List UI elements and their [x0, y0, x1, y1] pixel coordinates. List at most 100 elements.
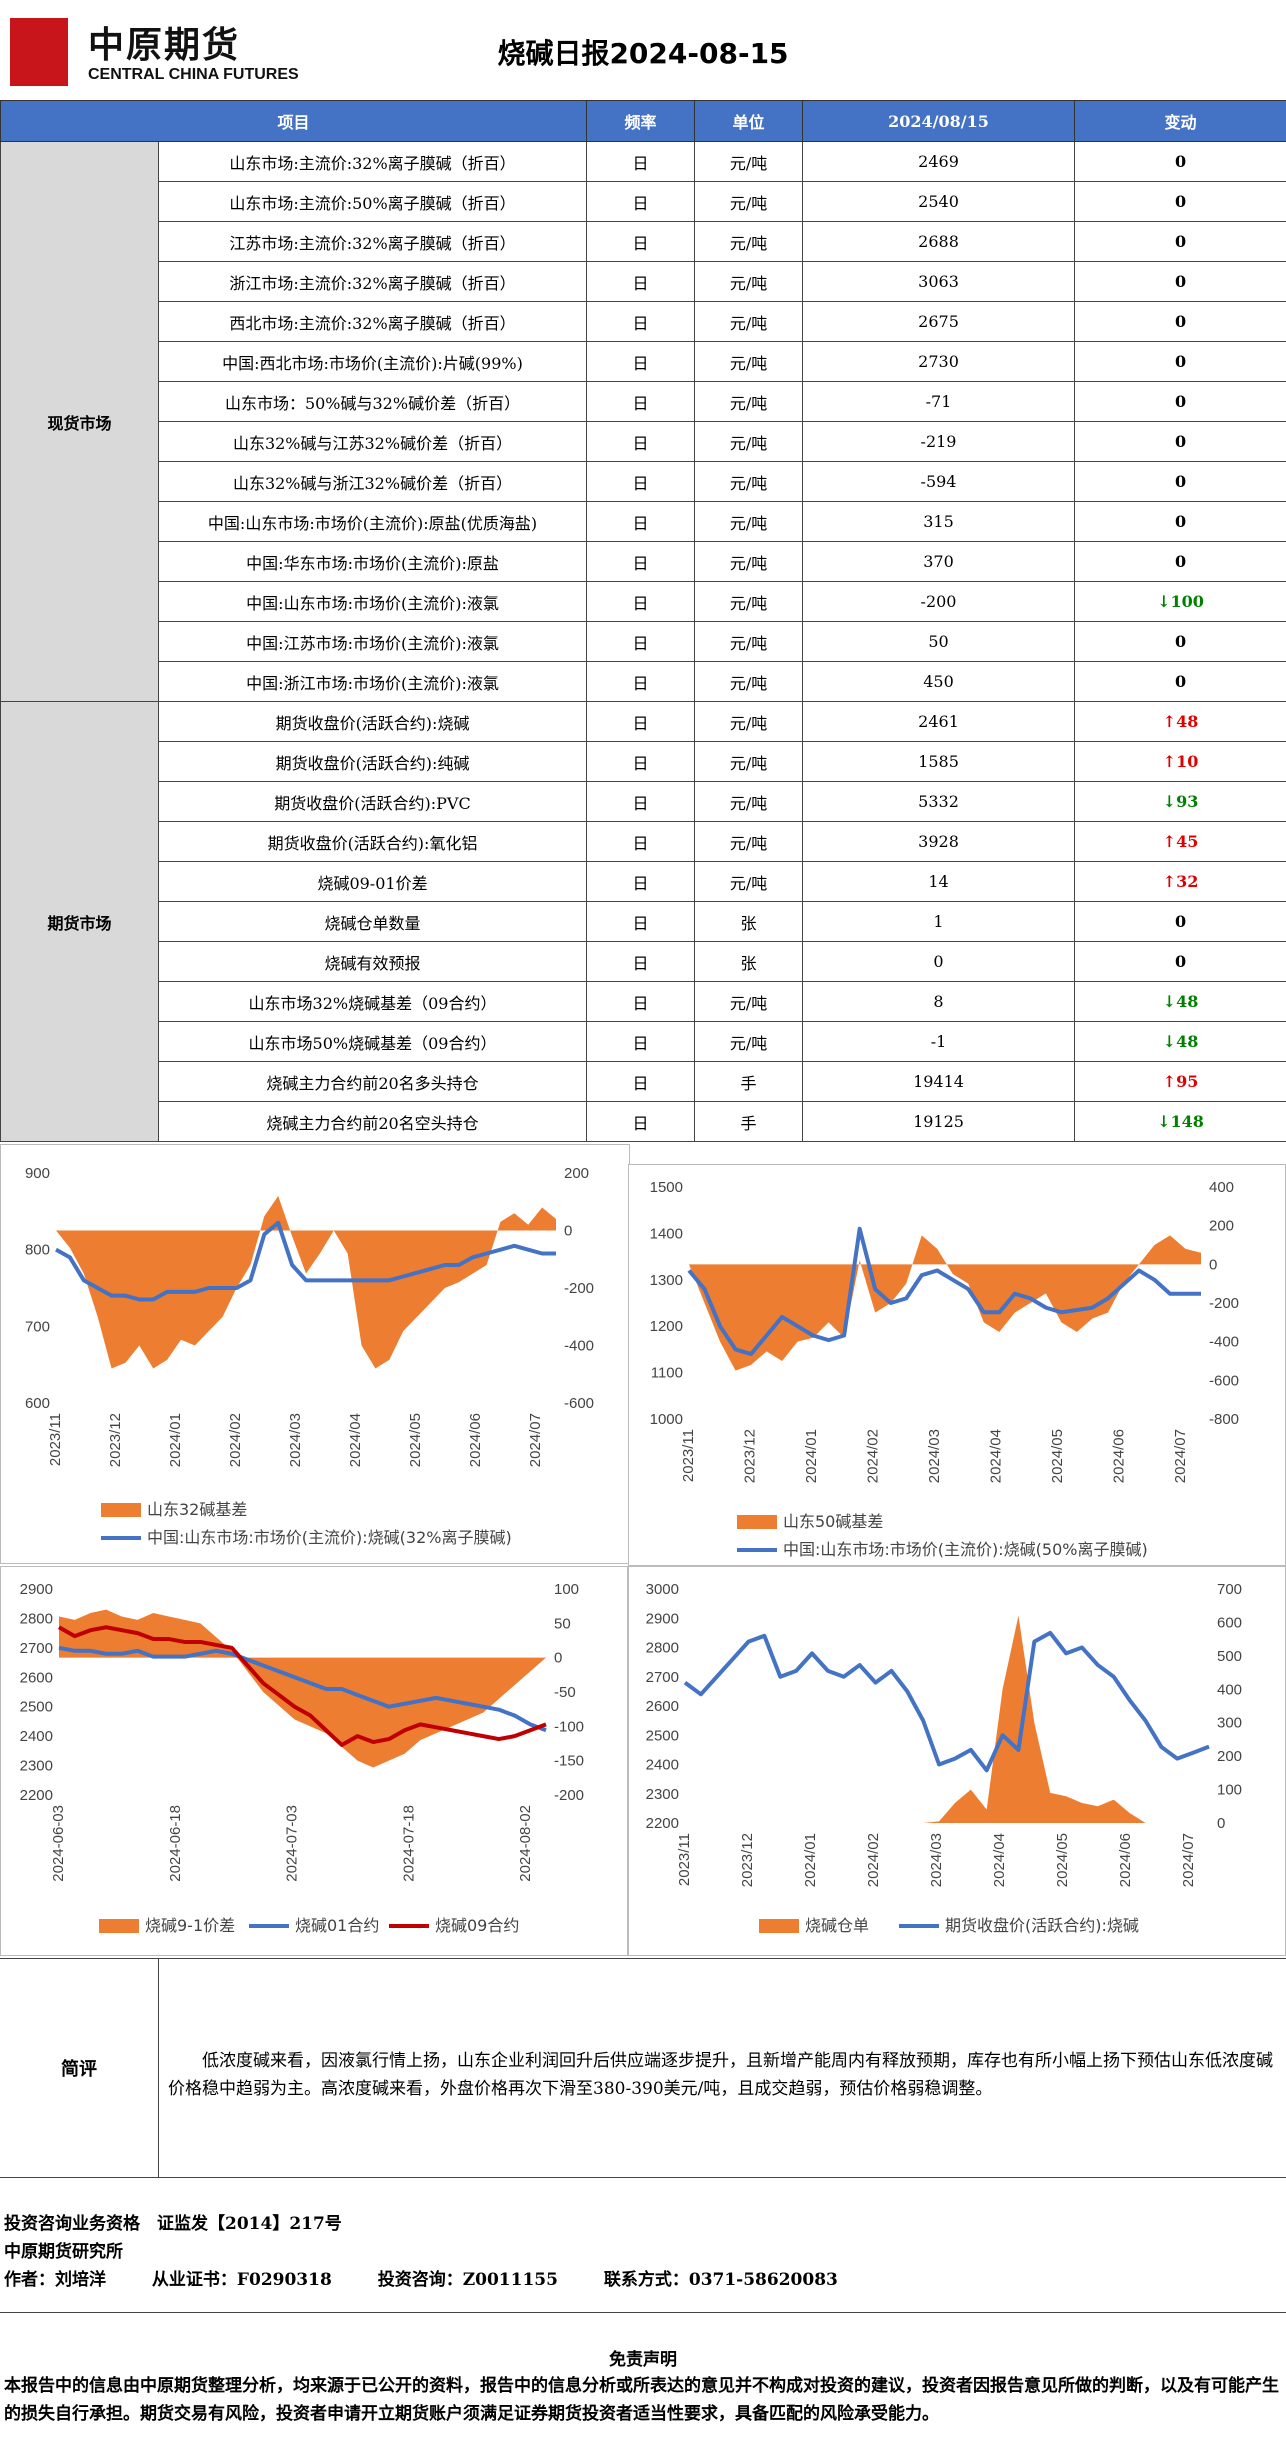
- header-unit: 单位: [694, 100, 804, 142]
- frequency-cell: 日: [586, 701, 696, 742]
- unit-cell: 元/吨: [694, 461, 804, 502]
- change-cell: 0: [1074, 381, 1286, 422]
- unit-cell: 元/吨: [694, 301, 804, 342]
- unit-cell: 元/吨: [694, 1021, 804, 1062]
- change-cell: 0: [1074, 941, 1286, 982]
- series-area: [685, 1615, 1209, 1823]
- disclaimer-title: 免责声明: [609, 2350, 677, 2370]
- left-axis-tick: 1400: [650, 1225, 683, 1242]
- logo-icon: [10, 18, 68, 86]
- item-cell: 期货收盘价(活跃合约):烧碱: [157, 701, 588, 742]
- change-cell: 0: [1074, 541, 1286, 582]
- series-line: [58, 1645, 547, 1733]
- frequency-cell: 日: [586, 301, 696, 342]
- value-cell: 1585: [802, 741, 1076, 782]
- right-axis-tick: 500: [1217, 1648, 1242, 1665]
- left-axis-tick: 2200: [646, 1815, 679, 1832]
- unit-cell: 元/吨: [694, 261, 804, 302]
- item-cell: 山东市场:主流价:50%离子膜碱（折百）: [157, 181, 588, 222]
- left-axis-tick: 2200: [20, 1787, 53, 1804]
- value-cell: 19125: [802, 1101, 1076, 1142]
- frequency-cell: 日: [586, 181, 696, 222]
- change-cell: 0: [1074, 501, 1286, 542]
- series-line: [58, 1625, 547, 1747]
- x-axis-tick: 2024/06: [1111, 1429, 1128, 1483]
- frequency-cell: 日: [586, 661, 696, 702]
- left-axis-tick: 2400: [20, 1728, 53, 1745]
- change-cell: 0: [1074, 181, 1286, 222]
- change-cell: ↑48: [1074, 701, 1286, 742]
- table-row: 烧碱主力合约前20名空头持仓日手 19125 ↓148: [1, 1101, 1286, 1142]
- item-cell: 山东市场32%烧碱基差（09合约）: [157, 981, 588, 1022]
- table-body: 现货市场 山东市场:主流价:32%离子膜碱（折百）日元/吨 2469 0 山东市场:主流…: [0, 141, 1286, 1142]
- table-row: 山东市场32%烧碱基差（09合约）日元/吨 8 ↓48: [1, 981, 1286, 1022]
- logo-chinese-name: 中原期货: [88, 25, 241, 66]
- x-axis-tick: 2023/12: [107, 1413, 124, 1467]
- left-axis-tick: 1000: [650, 1411, 683, 1428]
- unit-cell: 元/吨: [694, 981, 804, 1022]
- x-axis-tick: 2024/04: [347, 1413, 364, 1467]
- right-axis-tick: -100: [554, 1718, 584, 1735]
- x-axis-tick: 2024/03: [287, 1413, 304, 1467]
- unit-cell: 元/吨: [694, 541, 804, 582]
- x-axis-tick: 2023/11: [676, 1833, 693, 1886]
- value-cell: 2461: [802, 701, 1076, 742]
- item-cell: 西北市场:主流价:32%离子膜碱（折百）: [157, 301, 588, 342]
- right-axis-tick: -200: [554, 1787, 584, 1804]
- data-table: 项目 频率 单位 2024/08/15 变动 现货市场 山东市场:主流价:32%离…: [0, 100, 1286, 1142]
- right-axis-tick: 0: [1217, 1815, 1225, 1832]
- unit-cell: 元/吨: [694, 861, 804, 902]
- legend-label: 烧碱09合约: [435, 1916, 519, 1935]
- table-row: 浙江市场:主流价:32%离子膜碱（折百）日元/吨 3063 0: [1, 261, 1286, 302]
- frequency-cell: 日: [586, 381, 696, 422]
- change-cell: ↓93: [1074, 781, 1286, 822]
- chart-warrant: 3000 2900 2800 2700 2600 2500 2400 2300 2200 700 6…: [628, 1566, 1286, 1956]
- change-cell: 0: [1074, 341, 1286, 382]
- right-axis-tick: 0: [1209, 1256, 1217, 1273]
- footer-qualification: 投资咨询业务资格 证监发【2014】217号: [4, 2214, 342, 2234]
- frequency-cell: 日: [586, 341, 696, 382]
- left-axis-tick: 2500: [646, 1727, 679, 1744]
- x-axis-tick: 2023/12: [742, 1429, 759, 1483]
- unit-cell: 元/吨: [694, 701, 804, 742]
- x-axis-tick: 2024/02: [865, 1429, 882, 1483]
- value-cell: 2469: [802, 141, 1076, 182]
- legend-swatch: [737, 1515, 777, 1529]
- report-title: 烧碱日报2024-08-15: [497, 37, 789, 70]
- unit-cell: 元/吨: [694, 421, 804, 462]
- value-cell: -200: [802, 581, 1076, 622]
- footer-institute: 中原期货研究所: [4, 2242, 123, 2262]
- logo-english-name: CENTRAL CHINA FUTURES: [88, 66, 299, 83]
- table-row: 烧碱主力合约前20名多头持仓日手 19414 ↑95: [1, 1061, 1286, 1102]
- left-axis-tick: 2300: [20, 1758, 53, 1775]
- frequency-cell: 日: [586, 421, 696, 462]
- value-cell: 315: [802, 501, 1076, 542]
- unit-cell: 元/吨: [694, 781, 804, 822]
- change-cell: 0: [1074, 621, 1286, 662]
- header-change: 变动: [1074, 100, 1286, 142]
- x-axis-tick: 2024-06-18: [167, 1805, 184, 1882]
- item-cell: 中国:华东市场:市场价(主流价):原盐: [157, 541, 588, 582]
- footer-author: 作者：刘培洋: [4, 2270, 106, 2290]
- x-axis-tick: 2024-06-03: [50, 1805, 67, 1882]
- unit-cell: 手: [694, 1061, 804, 1102]
- value-cell: 2675: [802, 301, 1076, 342]
- value-cell: 14: [802, 861, 1076, 902]
- change-cell: 0: [1074, 301, 1286, 342]
- left-axis-tick: 2600: [646, 1698, 679, 1715]
- frequency-cell: 日: [586, 261, 696, 302]
- right-axis-tick: 200: [564, 1165, 589, 1182]
- x-axis-tick: 2024/03: [928, 1833, 945, 1887]
- frequency-cell: 日: [586, 1061, 696, 1102]
- table-row: 烧碱09-01价差日元/吨 14 ↑32: [1, 861, 1286, 902]
- unit-cell: 元/吨: [694, 181, 804, 222]
- table-row: 烧碱有效预报日张 0 0: [1, 941, 1286, 982]
- left-axis-tick: 1100: [651, 1365, 683, 1382]
- comment-section: 简评 低浓度碱来看，因液氯行情上扬，山东企业利润回升后供应端逐步提升，且新增产能…: [0, 1958, 1286, 2178]
- disclaimer-text: 本报告中的信息由中原期货整理分析，均来源于已公开的资料，报告中的信息分析或所表达…: [4, 2376, 1279, 2424]
- item-cell: 中国:山东市场:市场价(主流价):原盐(优质海盐): [157, 501, 588, 542]
- right-axis-tick: -50: [554, 1684, 576, 1701]
- table-row: 山东市场：50%碱与32%碱价差（折百）日元/吨 -71 0: [1, 381, 1286, 422]
- x-axis-tick: 2024-08-02: [517, 1805, 534, 1882]
- value-cell: 1: [802, 901, 1076, 942]
